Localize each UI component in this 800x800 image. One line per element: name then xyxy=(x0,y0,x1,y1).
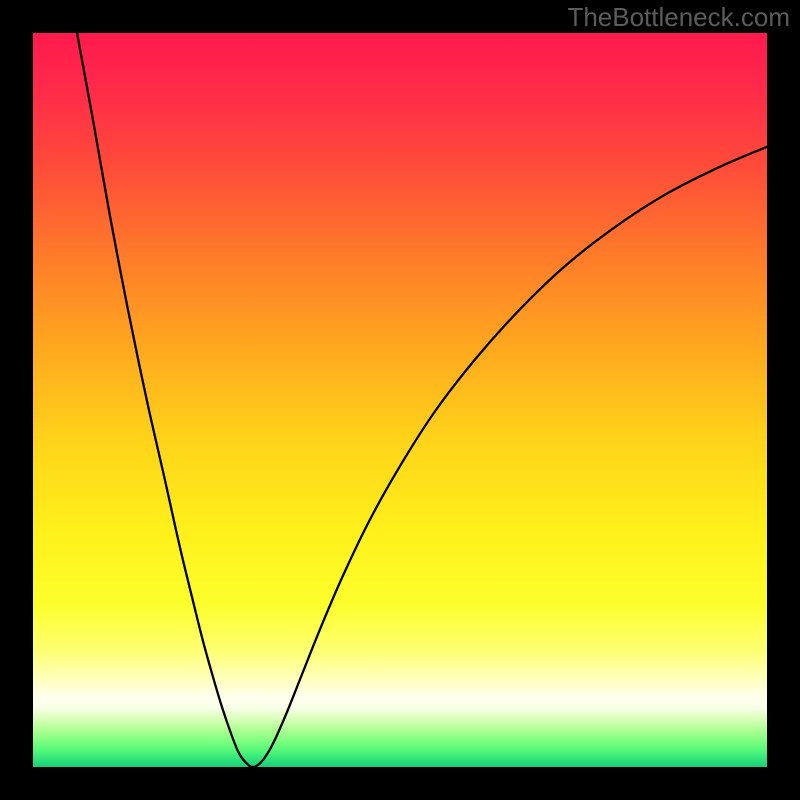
plot-svg xyxy=(33,33,767,767)
gradient-background xyxy=(33,33,767,767)
chart-stage: TheBottleneck.com xyxy=(0,0,800,800)
plot-area xyxy=(33,33,767,767)
watermark-text: TheBottleneck.com xyxy=(567,2,790,33)
